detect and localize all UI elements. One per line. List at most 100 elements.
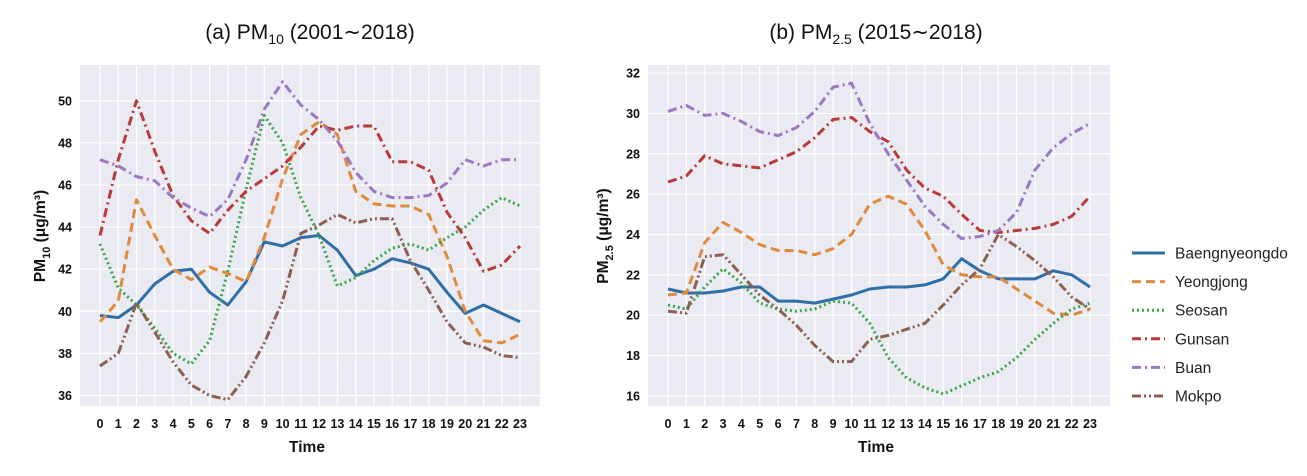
x-tick-label: 4 [738,417,745,431]
x-tick-label: 23 [1083,417,1097,431]
x-tick-label: 1 [683,417,690,431]
x-axis-label-a: Time [289,439,325,456]
chart-title-a: (a) PM10 (2001∼2018) [205,21,414,47]
x-tick-label: 18 [422,417,436,431]
x-tick-label: 11 [863,417,876,431]
x-tick-label: 9 [261,417,268,431]
x-tick-label: 22 [1065,417,1079,431]
x-tick-label: 11 [294,417,307,431]
legend-label-gunsan: Gunsan [1175,331,1229,348]
legend-label-yeongjong: Yeongjong [1175,274,1248,291]
series-line-baengnyeongdo [667,257,1091,305]
x-tick-label: 14 [918,417,932,431]
x-tick-label: 21 [1046,417,1060,431]
x-tick-label: 23 [513,417,527,431]
y-ticks-a: 36 38 40 42 44 46 48 50 [58,94,72,403]
x-axis-label-b: Time [858,439,894,456]
x-ticks-b: 0 1 2 3 4 5 6 7 8 9 10 11 12 13 14 15 16 17 18 19 20 21 22 23 [665,417,1097,431]
series-line-seosan [667,267,1091,396]
x-tick-label: 2 [701,417,708,431]
x-tick-label: 19 [440,417,454,431]
y-tick-label: 20 [626,309,640,323]
y-tick-label: 38 [58,347,72,361]
y-tick-label: 50 [58,94,72,108]
x-tick-label: 20 [458,417,472,431]
y-tick-label: 36 [58,389,72,403]
series-line-baengnyeongdo [99,234,521,324]
legend-label-mokpo: Mokpo [1175,389,1222,406]
x-tick-label: 21 [477,417,491,431]
series-line-gunsan [98,99,522,273]
series-line-mokpo [99,213,521,402]
y-tick-label: 28 [626,147,640,161]
x-tick-label: 18 [991,417,1005,431]
y-tick-label: 30 [626,107,640,121]
x-tick-label: 7 [224,417,231,431]
x-tick-label: 13 [330,417,344,431]
x-tick-label: 20 [1028,417,1042,431]
x-tick-label: 1 [115,417,122,431]
x-tick-label: 17 [973,417,987,431]
series-line-gunsan [667,116,1092,234]
series-line-mokpo [667,233,1091,364]
y-tick-label: 22 [626,268,640,282]
x-tick-label: 16 [955,417,969,431]
x-tick-label: 12 [312,417,326,431]
x-tick-label: 13 [900,417,914,431]
chart-title-b: (b) PM2.5 (2015∼2018) [769,21,982,47]
x-tick-label: 6 [775,417,782,431]
x-tick-label: 4 [170,417,177,431]
x-tick-label: 5 [756,417,763,431]
y-tick-label: 18 [626,349,640,363]
x-tick-label: 12 [881,417,895,431]
x-tick-label: 7 [793,417,800,431]
y-tick-label: 46 [58,178,72,192]
y-ticks-b: 16 18 20 22 24 26 28 30 32 [626,67,640,404]
legend-label-baengnyeongdo: Baengnyeongdo [1175,246,1288,263]
y-axis-label-a: PM10 (μg/m³) [32,190,53,282]
x-tick-label: 9 [830,417,837,431]
series-line-yeongjong [667,194,1091,317]
x-tick-label: 8 [243,417,250,431]
x-tick-label: 15 [936,417,950,431]
legend-label-buan: Buan [1175,360,1211,377]
y-axis-label-b: PM2.5 (μg/m³) [595,188,616,283]
x-tick-label: 8 [811,417,818,431]
series-line-buan [99,80,520,219]
grid-a [80,65,540,406]
x-tick-label: 5 [188,417,195,431]
x-tick-label: 0 [97,417,104,431]
series-line-buan [667,81,1091,240]
x-tick-label: 3 [151,417,158,431]
x-tick-label: 17 [403,417,417,431]
x-tick-label: 15 [367,417,381,431]
series-lines-b [667,81,1092,396]
plot-area-b [648,65,1110,406]
series-lines-a [98,80,522,402]
y-tick-label: 42 [58,263,72,277]
y-tick-label: 44 [58,221,72,235]
x-tick-label: 10 [845,417,859,431]
x-tick-label: 6 [206,417,213,431]
y-tick-label: 26 [626,188,640,202]
x-tick-label: 3 [720,417,727,431]
x-ticks-a: 0 1 2 3 4 5 6 7 8 9 10 11 12 13 14 15 16 17 18 19 20 21 22 23 [97,417,527,431]
y-tick-label: 24 [626,228,640,242]
series-line-yeongjong [98,120,521,345]
x-tick-label: 2 [133,417,140,431]
legend-label-seosan: Seosan [1175,303,1228,320]
x-tick-label: 22 [495,417,509,431]
x-tick-label: 0 [665,417,672,431]
x-tick-label: 16 [385,417,399,431]
x-tick-label: 19 [1010,417,1024,431]
y-tick-label: 48 [58,136,72,150]
x-tick-label: 14 [349,417,363,431]
x-tick-label: 10 [276,417,290,431]
grid-b [648,65,1110,406]
y-tick-label: 32 [626,67,640,81]
y-tick-label: 16 [626,389,640,403]
legend: Baengnyeongdo Yeongjong Seosan Gunsan Buan Mo… [1132,246,1288,406]
